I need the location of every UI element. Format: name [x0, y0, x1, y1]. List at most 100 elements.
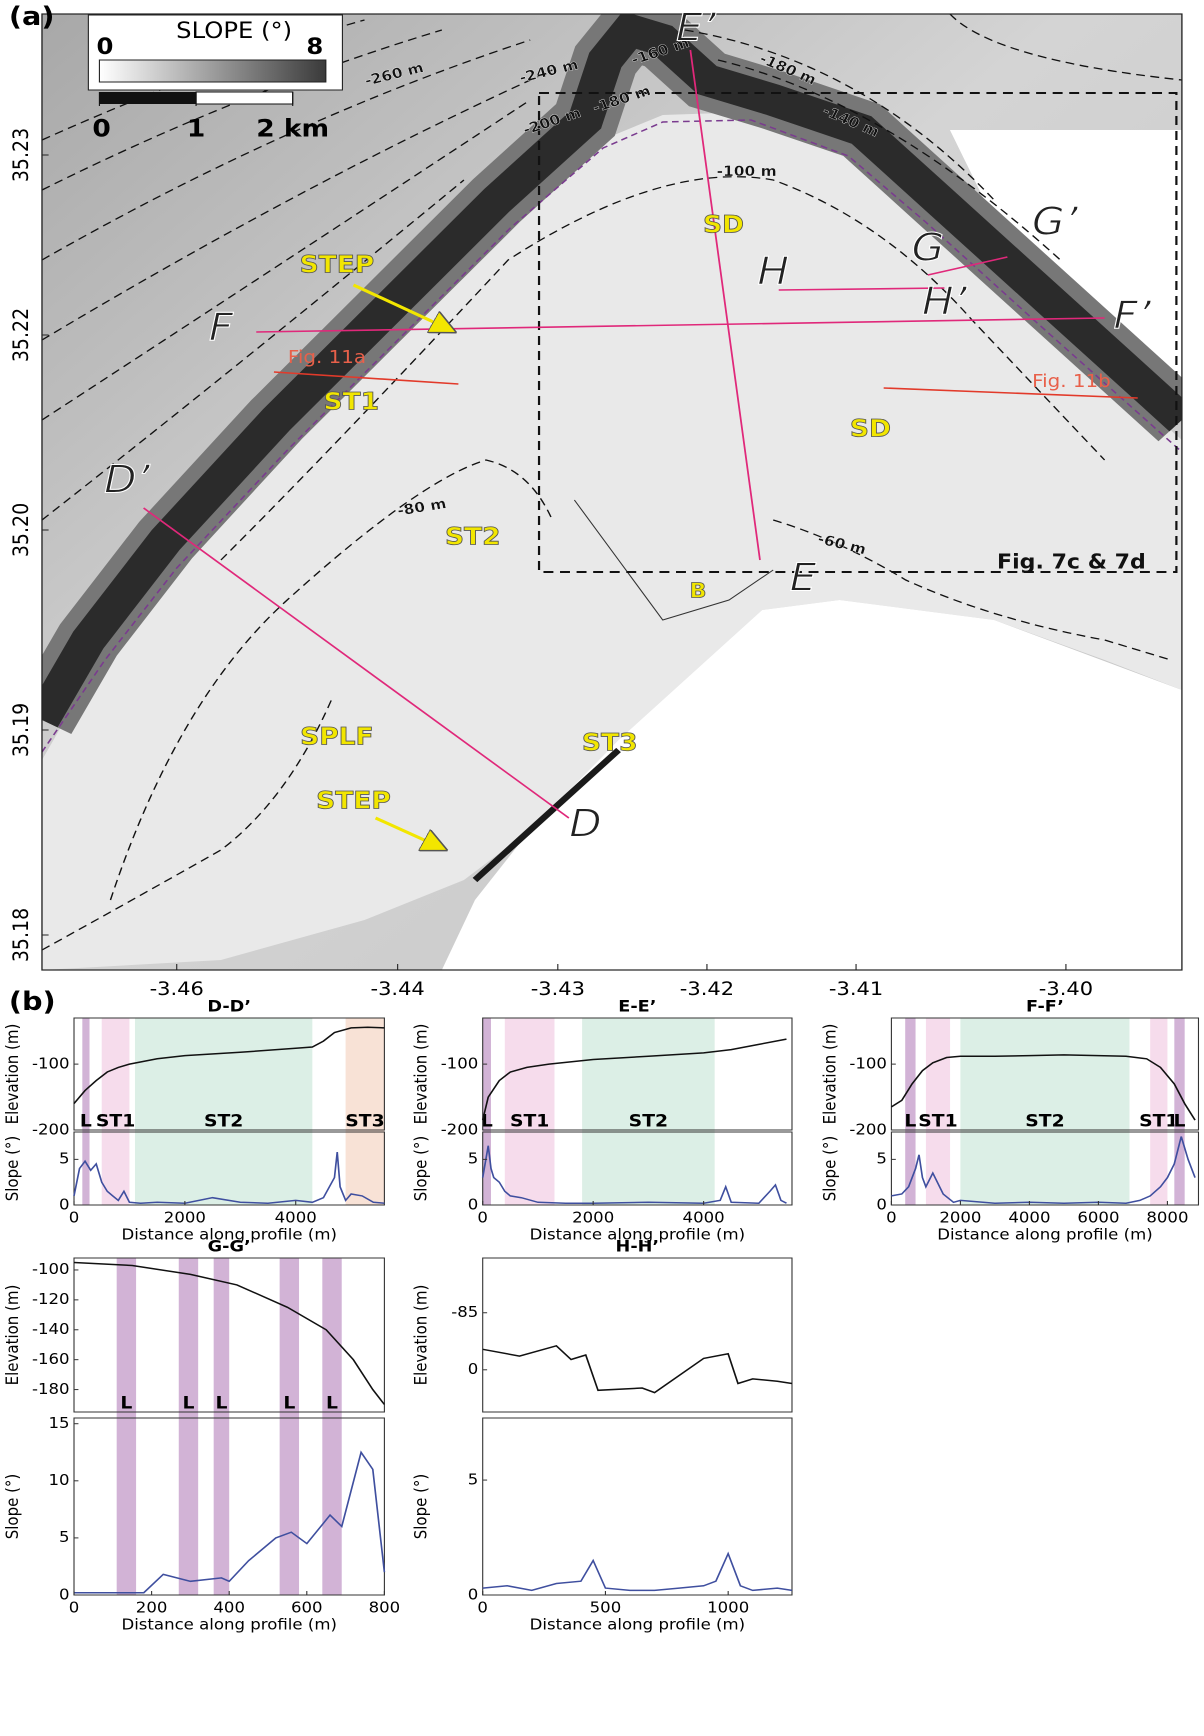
- zone-label: ST3: [345, 1112, 384, 1132]
- axis-title: Elevation (m): [2, 1024, 22, 1125]
- y-tick-label: 35.20: [8, 503, 33, 557]
- profile-label: F: [209, 306, 234, 350]
- x-tick-label: 4000: [1008, 1208, 1050, 1226]
- x-tick-label: -3.43: [531, 977, 585, 1000]
- profile-label: H: [757, 250, 789, 294]
- zone-label: L: [182, 1394, 194, 1414]
- y-tick-label: 35.23: [8, 128, 33, 182]
- profile-label: E: [790, 556, 817, 600]
- slope-axes: [483, 1418, 792, 1595]
- feature-label: STEP: [300, 251, 375, 279]
- scalebar-segment: [196, 92, 293, 104]
- scalebar-label: 2 km: [256, 115, 329, 143]
- zone-label: ST2: [1025, 1112, 1064, 1132]
- profile-label: E’: [676, 6, 717, 50]
- x-tick-label: 600: [291, 1598, 323, 1616]
- y-tick-label: 5: [468, 1470, 479, 1488]
- colorbar-min: 0: [96, 34, 113, 60]
- x-tick-label: 2000: [164, 1208, 206, 1226]
- y-tick-label: -85: [451, 1303, 478, 1321]
- y-tick-label: -100: [849, 1054, 887, 1072]
- x-tick-label: 4000: [683, 1208, 725, 1226]
- chart-title: H-H’: [616, 1237, 660, 1256]
- y-tick-label: -100: [441, 1054, 479, 1072]
- y-tick-label: 10: [49, 1471, 70, 1489]
- scalebar-segment: [99, 92, 196, 104]
- feature-label: STEP: [316, 787, 391, 815]
- zone-label: ST1: [96, 1112, 135, 1132]
- feature-label: ST1: [323, 388, 379, 416]
- feature-label: SPLF: [300, 723, 373, 751]
- y-tick-label: 0: [468, 1360, 479, 1378]
- contour-label: -100 m: [717, 163, 777, 179]
- zone-band: [214, 1258, 230, 1595]
- zone-band: [117, 1258, 136, 1595]
- x-tick-label: 8000: [1146, 1208, 1188, 1226]
- x-tick-label: 0: [886, 1208, 897, 1226]
- zone-band: [179, 1258, 198, 1595]
- panel-label: (a): [9, 2, 55, 31]
- x-tick-label: 200: [136, 1598, 168, 1616]
- profile-label: F’: [1113, 294, 1152, 338]
- profile-label: G’: [1032, 200, 1079, 244]
- figure: (a) SLOPE (°) (b) 08012 km-3.46-3.44-3.4…: [0, 0, 1204, 1736]
- scalebar-label: 1: [187, 115, 205, 143]
- figure-ref: Fig. 11b: [1032, 371, 1111, 392]
- profile-label: G: [912, 226, 945, 270]
- x-tick-label: 0: [477, 1598, 488, 1616]
- colorbar-title: SLOPE (°): [176, 18, 292, 44]
- chart-title: G-G’: [208, 1237, 251, 1256]
- profile-label: D’: [104, 458, 151, 502]
- colorbar-max: 8: [306, 34, 323, 60]
- axis-title: Elevation (m): [411, 1285, 431, 1386]
- y-tick-label: 35.18: [8, 908, 33, 962]
- zone-label: L: [326, 1394, 338, 1414]
- feature-label: ST3: [582, 729, 638, 757]
- profile-label: H’: [922, 280, 968, 324]
- y-tick-label: -100: [32, 1054, 70, 1072]
- axis-title: Slope (°): [2, 1474, 22, 1540]
- chart-title: E-E’: [618, 997, 656, 1016]
- axis-title: Slope (°): [411, 1136, 431, 1202]
- x-axis-title: Distance along profile (m): [121, 1615, 336, 1633]
- y-tick-label: -200: [441, 1120, 479, 1138]
- x-tick-label: 500: [590, 1598, 622, 1616]
- figure-ref: Fig. 11a: [288, 347, 366, 368]
- zone-label: ST1: [918, 1112, 957, 1132]
- map: [42, 14, 1182, 970]
- x-tick-label: 0: [69, 1598, 80, 1616]
- x-tick-label: 800: [369, 1598, 401, 1616]
- zone-label: L: [120, 1394, 132, 1414]
- zone-label: L: [904, 1112, 916, 1132]
- y-tick-label: 35.19: [8, 703, 33, 757]
- zone-label: L: [215, 1394, 227, 1414]
- x-tick-label: 2000: [939, 1208, 981, 1226]
- x-tick-label: 4000: [275, 1208, 317, 1226]
- x-tick-label: 400: [213, 1598, 245, 1616]
- y-tick-label: -200: [849, 1120, 887, 1138]
- axis-title: Slope (°): [2, 1136, 22, 1202]
- zone-label: ST2: [629, 1112, 668, 1132]
- slope-line: [483, 1554, 792, 1591]
- zone-band: [322, 1258, 341, 1595]
- axis-title: Slope (°): [411, 1474, 431, 1540]
- axis-title: Slope (°): [820, 1136, 840, 1202]
- y-tick-label: -100: [32, 1260, 70, 1278]
- y-tick-label: -140: [32, 1320, 70, 1338]
- chart-title: D-D’: [207, 997, 251, 1016]
- y-tick-label: -120: [32, 1290, 70, 1308]
- chart-title: F-F’: [1026, 997, 1064, 1016]
- x-tick-label: 1000: [707, 1598, 749, 1616]
- y-tick-label: -160: [32, 1350, 70, 1368]
- axis-title: Elevation (m): [411, 1024, 431, 1125]
- zone-label: L: [283, 1394, 295, 1414]
- zone-label: ST1: [510, 1112, 549, 1132]
- x-tick-label: 0: [69, 1208, 80, 1226]
- feature-label: B: [690, 579, 707, 603]
- panel-label: (b): [9, 987, 56, 1016]
- zone-label: L: [80, 1112, 92, 1132]
- y-tick-label: 15: [49, 1414, 70, 1432]
- zone-label: L: [1174, 1112, 1186, 1132]
- feature-label: SD: [703, 211, 744, 239]
- x-axis-title: Distance along profile (m): [530, 1615, 745, 1633]
